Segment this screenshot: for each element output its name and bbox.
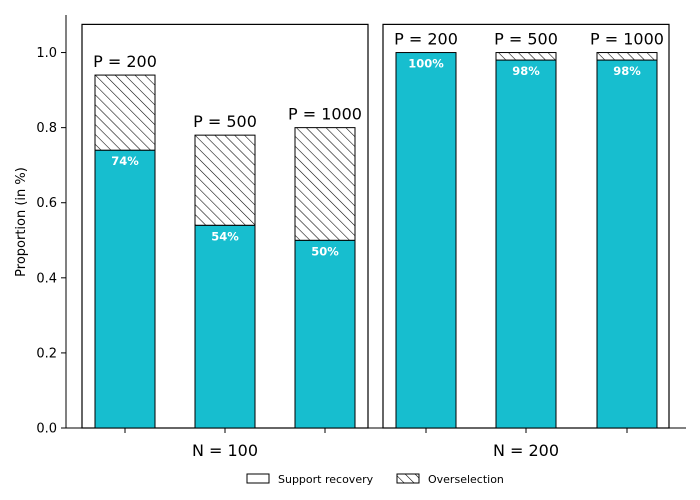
- group-label: N = 200: [493, 441, 559, 460]
- y-tick-label: 0.8: [36, 121, 57, 136]
- bar-overselection: [294, 127, 356, 241]
- y-axis-label: Proportion (in %): [14, 167, 29, 277]
- group-boxes: [81, 23, 670, 429]
- legend-swatch-support: [246, 473, 270, 484]
- y-tick-label: 0.6: [36, 196, 57, 211]
- bar-p-label: P = 1000: [590, 30, 664, 49]
- legend-label-support: Support recovery: [278, 473, 374, 486]
- bar-percent-label: 74%: [111, 154, 139, 168]
- bar-support-recovery: [194, 224, 256, 429]
- bar-percent-label: 100%: [408, 57, 444, 71]
- bar-p-label: P = 1000: [288, 105, 362, 124]
- x-axis: N = 100 N = 200: [66, 427, 686, 460]
- bar-overselection: [94, 74, 156, 151]
- bar-support-recovery: [495, 59, 557, 429]
- bar-percent-label: 54%: [211, 229, 239, 243]
- bar-percent-label: 98%: [512, 64, 540, 78]
- bar-support-recovery: [596, 59, 658, 429]
- y-tick-label: 1.0: [36, 46, 57, 61]
- bar-percent-label: 50%: [311, 244, 339, 258]
- bar-support-recovery: [294, 239, 356, 429]
- legend: Support recovery Overselection: [246, 473, 504, 486]
- bars: 74% P = 200 54% P = 500 50% P = 1000 100% P = 2…: [93, 30, 664, 429]
- y-axis: Proportion (in %) 0.0 0.2 0.4 0.6 0.8 1.0: [14, 15, 67, 437]
- group-label: N = 100: [192, 441, 258, 460]
- y-tick-label: 0.4: [36, 271, 57, 286]
- bar-p-label: P = 200: [394, 30, 458, 49]
- bar-p-label: P = 500: [193, 112, 257, 131]
- y-tick-label: 0.0: [36, 422, 57, 437]
- bar-p-label: P = 500: [494, 30, 558, 49]
- bar-overselection: [495, 52, 557, 61]
- legend-label-overselection: Overselection: [428, 473, 504, 486]
- bar-percent-label: 98%: [613, 64, 641, 78]
- y-tick-label: 0.2: [36, 346, 57, 361]
- bar-support-recovery: [94, 149, 156, 429]
- bar-support-recovery: [395, 52, 457, 429]
- bar-p-label: P = 200: [93, 52, 157, 71]
- legend-swatch-overselection: [396, 473, 420, 484]
- bar-overselection: [596, 52, 658, 61]
- bar-overselection: [194, 134, 256, 226]
